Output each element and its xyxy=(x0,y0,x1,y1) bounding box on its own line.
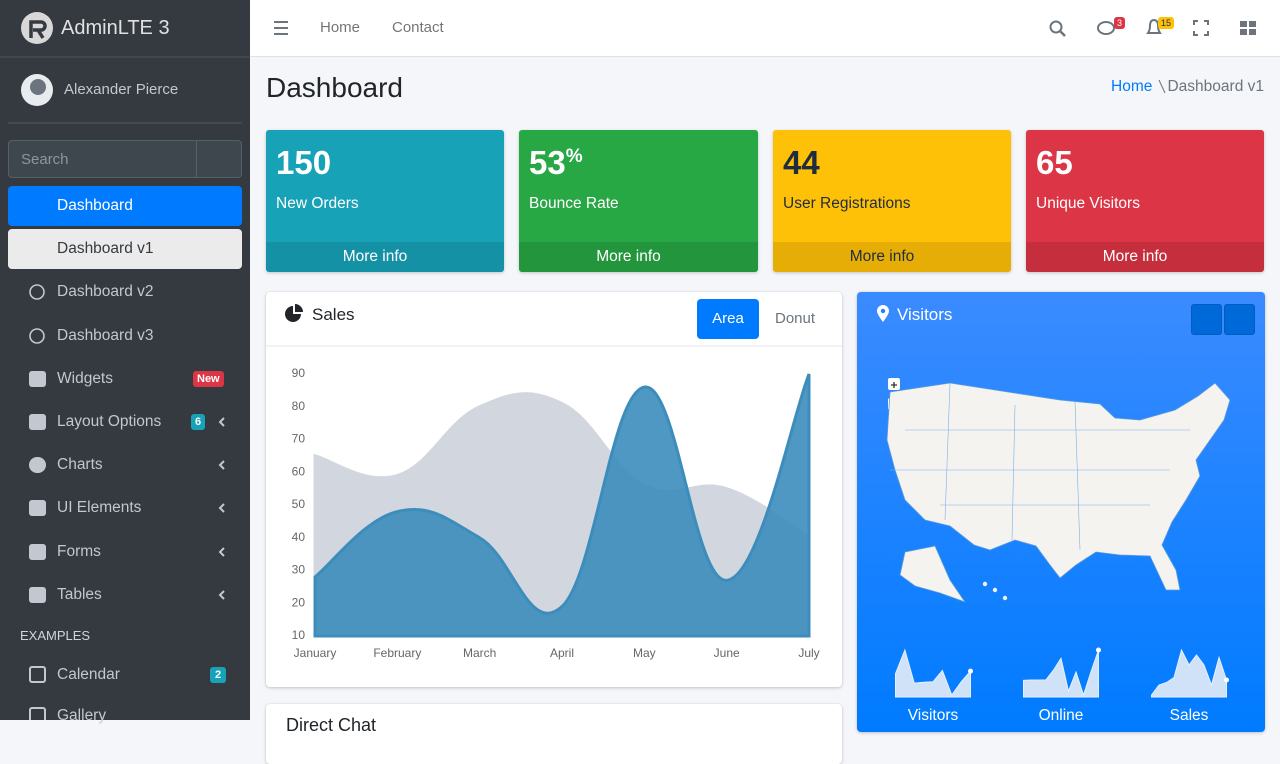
visitors-card xyxy=(857,292,1265,732)
nav-badge: 2 xyxy=(210,667,227,683)
box-footer[interactable] xyxy=(266,242,504,272)
nav-label: Tables xyxy=(57,586,102,603)
nav-label: Forms xyxy=(57,543,101,560)
notifications-badge: 15 xyxy=(1158,17,1175,29)
nav-item[interactable] xyxy=(8,445,242,485)
nav-label: UI Elements xyxy=(57,499,142,516)
sparkline-label: Visitors xyxy=(907,707,959,724)
nav-label: Dashboard xyxy=(57,197,133,214)
search-input[interactable]: Search xyxy=(8,140,197,178)
box-link[interactable]: More info xyxy=(342,248,408,265)
nav-label[interactable]: Calendar xyxy=(57,666,120,683)
sparkline-label: Online xyxy=(1038,707,1084,724)
box-footer[interactable] xyxy=(1026,242,1264,272)
nav-badge: 6 xyxy=(191,414,206,430)
sales-card xyxy=(266,292,842,687)
nav-link[interactable]: Home xyxy=(320,19,361,36)
nav-label: Layout Options xyxy=(57,413,162,430)
nav-item[interactable] xyxy=(8,532,242,572)
box-link[interactable]: More info xyxy=(1102,248,1168,265)
breadcrumb-item: Dashboard v1 xyxy=(1167,78,1264,95)
breadcrumb-separator xyxy=(1158,79,1166,94)
messages-badge: 3 xyxy=(1114,17,1126,29)
nav-label: Dashboard v1 xyxy=(57,240,154,257)
card-tool[interactable] xyxy=(1224,304,1255,335)
card-title: Visitors xyxy=(897,305,953,324)
breadcrumb-link[interactable]: Home xyxy=(1111,78,1153,95)
nav-label: Charts xyxy=(57,456,103,473)
nav-item[interactable] xyxy=(8,575,242,615)
nav-badge: New xyxy=(193,371,224,387)
small-box: 65 Unique Visitors More info xyxy=(1026,130,1264,272)
box-footer[interactable] xyxy=(773,242,1011,272)
box-footer[interactable] xyxy=(519,242,758,272)
box-link[interactable]: More info xyxy=(849,248,915,265)
box-value: 65 xyxy=(1036,144,1073,181)
card-title: Direct Chat xyxy=(286,715,377,735)
small-box: 44 User Registrations More info xyxy=(773,130,1011,272)
tab-active[interactable]: Area xyxy=(697,299,759,339)
box-label: User Registrations xyxy=(783,195,911,212)
small-box: 150 New Orders More info xyxy=(266,130,504,272)
nav-item[interactable] xyxy=(8,186,242,226)
page-title: Dashboard xyxy=(266,72,403,103)
nav-header: EXAMPLES xyxy=(20,628,91,643)
sparkline-label: Sales xyxy=(1169,707,1209,724)
nav-item[interactable] xyxy=(8,229,242,269)
nav-label[interactable]: Gallery xyxy=(57,707,107,724)
box-label: Unique Visitors xyxy=(1036,195,1140,212)
box-value: 44 xyxy=(783,144,820,181)
card-tool[interactable] xyxy=(1191,304,1222,335)
search-button[interactable] xyxy=(196,140,242,178)
card-title: Sales xyxy=(312,305,355,324)
box-value: 150 xyxy=(276,144,332,181)
nav-link[interactable]: Contact xyxy=(392,19,444,36)
nav-label: Dashboard v2 xyxy=(57,283,154,300)
box-link[interactable]: More info xyxy=(596,248,661,265)
box-label: New Orders xyxy=(276,195,359,212)
user-name[interactable]: Alexander Pierce xyxy=(64,81,179,98)
brand-text[interactable]: AdminLTE 3 xyxy=(61,17,170,39)
small-box: 53% Bounce Rate More info xyxy=(519,130,758,272)
box-label: Bounce Rate xyxy=(529,195,619,212)
direct-chat-card: Direct Chat xyxy=(266,704,842,764)
nav-label: Widgets xyxy=(57,370,113,387)
nav-label: Dashboard v3 xyxy=(57,327,154,344)
tab[interactable]: Donut xyxy=(774,310,816,327)
box-value: 53% xyxy=(529,144,583,181)
box-unit: % xyxy=(565,146,583,167)
